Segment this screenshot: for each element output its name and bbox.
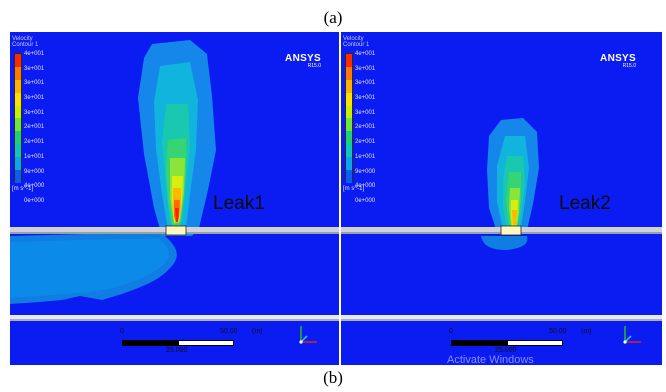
- scale-tick-zero: 0: [449, 328, 453, 335]
- scale-tick-max: 50.00: [549, 328, 567, 335]
- legend-tick: 3e+001: [24, 65, 45, 72]
- velocity-contour-leak1: [10, 40, 339, 321]
- legend-tick: 4e+001: [355, 51, 376, 57]
- legend-swatch: [346, 66, 352, 80]
- legend-tick: 9e+000: [24, 168, 45, 175]
- legend-tick: 1e+001: [355, 153, 376, 160]
- legend-swatch: [15, 54, 21, 67]
- legend-swatch: [346, 79, 352, 93]
- scale-segment-black: [451, 340, 507, 346]
- legend-tick: 3e+001: [24, 109, 45, 116]
- brand-name: ANSYS: [285, 53, 321, 64]
- scale-bars: [451, 340, 563, 346]
- legend-tick: 4e+000: [24, 183, 45, 190]
- legend-swatch: [15, 66, 21, 80]
- legend-tick: 3e+001: [355, 65, 376, 72]
- scale-tick-max: 50.00: [220, 328, 238, 335]
- legend-tick: 3e+001: [355, 109, 376, 116]
- legend-tick: 3e+001: [355, 80, 376, 87]
- legend-swatch: [15, 79, 21, 93]
- activate-windows-watermark: Activate Windows: [447, 354, 534, 365]
- legend-swatch: [15, 131, 21, 145]
- legend-tick: 2e+001: [24, 124, 45, 131]
- legend-units: [m s^-1]: [12, 186, 34, 192]
- legend-swatch: [15, 170, 21, 183]
- legend-swatch: [15, 118, 21, 132]
- ansys-logo: ANSYS R15.0: [600, 53, 636, 69]
- axis-triad-icon: [299, 326, 317, 344]
- legend-tick: 9e+000: [355, 168, 376, 175]
- brand-name: ANSYS: [600, 53, 636, 64]
- velocity-contour-leak2: [341, 118, 662, 321]
- legend-swatch: [346, 131, 352, 145]
- legend-tick: 2e+001: [355, 139, 376, 146]
- legend-color-bar: [14, 53, 22, 183]
- scale-bars: [122, 340, 234, 346]
- figure-caption-top: (a): [323, 8, 343, 27]
- leak1-panel: Velocity Contour 1 4e+001 3e+001 3e+001 …: [10, 32, 339, 365]
- scale-bar: 0 50.00 (m) 25.000: [120, 328, 263, 354]
- legend-swatch: [346, 92, 352, 106]
- legend-swatch: [346, 170, 352, 183]
- legend-swatch: [15, 157, 21, 171]
- legend-swatch: [346, 144, 352, 158]
- legend-subtitle: Contour 1: [343, 42, 370, 48]
- legend-tick: 0e+000: [355, 197, 376, 204]
- legend-ticks: 4e+001 3e+001 3e+001 3e+001 3e+001 2e+00…: [24, 51, 44, 213]
- legend-swatch: [15, 105, 21, 119]
- scale-unit: (m): [252, 328, 263, 335]
- ansys-logo: ANSYS R15.0: [285, 53, 321, 69]
- legend-tick: 3e+001: [24, 95, 45, 102]
- legend-ticks: 4e+001 3e+001 3e+001 3e+001 3e+001 2e+00…: [355, 51, 375, 213]
- legend-color-bar: [345, 53, 353, 183]
- legend-tick: 4e+000: [355, 183, 376, 190]
- legend-units: [m s^-1]: [343, 186, 365, 192]
- scale-segment-white: [178, 340, 234, 346]
- scale-mid-label: 25.000: [166, 347, 188, 354]
- scale-segment-black: [122, 340, 178, 346]
- scale-bar: 0 50.00 (m) 25.000: [449, 328, 592, 354]
- leak2-label: Leak2: [559, 193, 611, 214]
- legend-subtitle: Contour 1: [12, 42, 39, 48]
- scale-unit: (m): [581, 328, 592, 335]
- legend-title: Velocity: [343, 36, 364, 42]
- legend-title: Velocity: [12, 36, 33, 42]
- velocity-legend: Velocity Contour 1 4e+001 3e+001 3e+001 …: [343, 36, 413, 204]
- legend-swatch: [346, 54, 352, 67]
- brand-version: R15.0: [622, 63, 636, 69]
- legend-swatch: [15, 144, 21, 158]
- legend-swatch: [346, 105, 352, 119]
- velocity-legend: Velocity Contour 1 4e+001 3e+001 3e+001 …: [12, 36, 82, 204]
- scale-tick-zero: 0: [120, 328, 124, 335]
- legend-swatch: [346, 118, 352, 132]
- axis-triad-icon: [623, 326, 641, 344]
- leak1-label: Leak1: [213, 193, 265, 214]
- legend-tick: 3e+001: [355, 95, 376, 102]
- scale-mid-label: 25.000: [495, 347, 517, 354]
- legend-tick: 3e+001: [24, 80, 45, 87]
- legend-tick: 2e+001: [24, 139, 45, 146]
- leak2-panel: Velocity Contour 1 4e+001 3e+001 3e+001 …: [341, 32, 662, 365]
- legend-tick: 1e+001: [24, 153, 45, 160]
- legend-tick: 0e+000: [24, 197, 45, 204]
- brand-version: R15.0: [307, 63, 321, 69]
- scale-segment-white: [507, 340, 563, 346]
- legend-swatch: [346, 157, 352, 171]
- figure-caption-bottom: (b): [323, 368, 343, 387]
- legend-swatch: [15, 92, 21, 106]
- legend-tick: 4e+001: [24, 51, 45, 57]
- legend-tick: 2e+001: [355, 124, 376, 131]
